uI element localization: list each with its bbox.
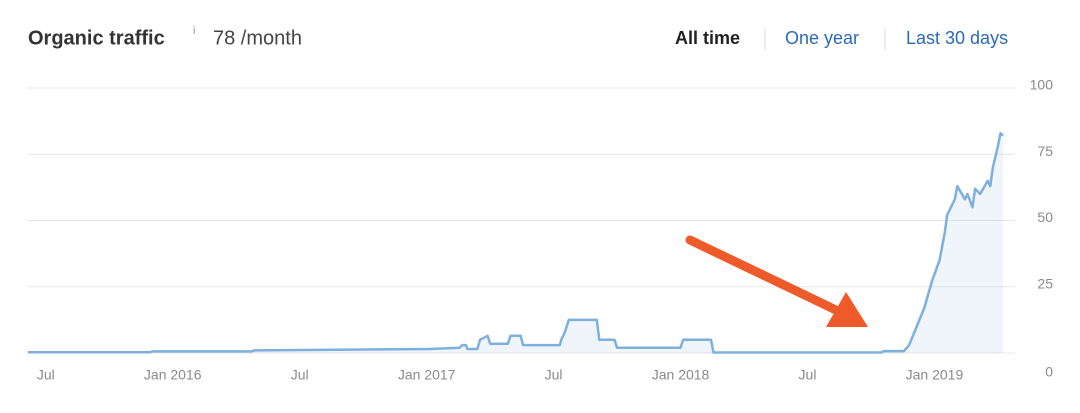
y-tick-label: 75 [1037, 143, 1053, 159]
info-icon[interactable]: i [193, 25, 195, 37]
y-tick-label: 0 [1045, 364, 1053, 380]
x-tick-label: Jan 2019 [906, 367, 964, 383]
chart-title: Organic traffic [28, 27, 165, 49]
tab[interactable]: All time [675, 28, 740, 48]
line [28, 131, 1004, 354]
x-tick-label: Jul [799, 367, 817, 383]
x-tick-label: Jan 2017 [398, 367, 456, 383]
x-tick-label: Jan 2016 [144, 367, 202, 383]
x-tick-label: Jan 2018 [652, 367, 710, 383]
y-tick-label: 50 [1037, 209, 1053, 225]
subtitle: 78 /month [213, 27, 302, 49]
x-tick-label: Jul [291, 367, 309, 383]
plot: 0 25 50 75 100 Jul Jan 2016 Jul Jan 2017 Jul Jan 2… [28, 77, 1053, 383]
x-tick-label: Jul [545, 367, 563, 383]
y-tick-label: 25 [1037, 275, 1053, 291]
y-tick-label: 100 [1030, 77, 1054, 93]
tab[interactable]: Last 30 days [906, 28, 1008, 48]
x-tick-label: Jul [37, 367, 55, 383]
arrow [685, 235, 868, 327]
tab[interactable]: One year [785, 28, 859, 48]
